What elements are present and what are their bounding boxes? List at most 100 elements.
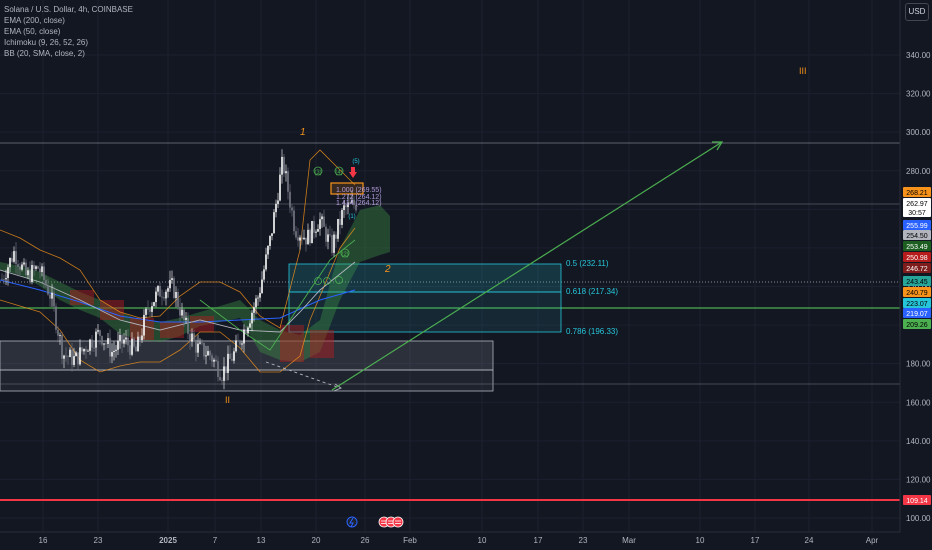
legend-bb[interactable]: BB (20, SMA, close, 2) xyxy=(4,49,85,58)
candle-body xyxy=(85,348,87,352)
candle-body xyxy=(349,202,351,204)
candle-body xyxy=(225,366,227,373)
y-tick-label: 100.00 xyxy=(906,514,931,523)
candle-body xyxy=(335,234,337,239)
x-tick-label: 10 xyxy=(478,536,487,545)
target-label-2: 1.272 (264.12) xyxy=(336,194,382,201)
candle-body xyxy=(197,343,199,353)
x-tick-label: 16 xyxy=(39,536,48,545)
candle-body xyxy=(299,237,301,241)
candle-body xyxy=(169,279,171,289)
candle-body xyxy=(327,234,329,242)
x-tick-label: Feb xyxy=(403,536,417,545)
subwave-circle xyxy=(323,277,331,285)
candle-body xyxy=(123,339,125,344)
price-label: 262.97 xyxy=(906,201,928,208)
subwave-circle xyxy=(335,276,343,284)
candle-body xyxy=(63,355,65,359)
candle-body xyxy=(159,286,161,297)
price-label: 219.07 xyxy=(906,311,928,318)
legend-ema200[interactable]: EMA (200, close) xyxy=(4,16,65,25)
fib-label: 0.5 (232.11) xyxy=(566,259,609,268)
cloud-red-segment xyxy=(190,316,214,332)
candle-body xyxy=(247,327,249,334)
time-axis[interactable]: 16 23 2025 7 13 20 26 Feb 10 17 23 Mar 10 17 24 Apr xyxy=(0,516,900,545)
candle-body xyxy=(21,264,23,270)
y-tick-label: 160.00 xyxy=(906,398,931,407)
candle-body xyxy=(27,270,29,276)
y-tick-label: 140.00 xyxy=(906,437,931,446)
price-label: 253.49 xyxy=(906,244,928,251)
wave-label-III: III xyxy=(799,66,807,76)
price-label: 109.14 xyxy=(906,498,928,505)
candle-body xyxy=(287,171,289,192)
candle-body xyxy=(239,340,241,345)
candle-body xyxy=(119,334,121,341)
candle-body xyxy=(303,237,305,240)
candle-body xyxy=(57,329,59,336)
candle-body xyxy=(347,202,349,208)
candle-body xyxy=(89,339,91,351)
candle-body xyxy=(345,205,347,208)
legend-symbol[interactable]: Solana / U.S. Dollar, 4h, COINBASE xyxy=(4,5,133,14)
candle-body xyxy=(353,199,355,206)
projection-arrow-head xyxy=(712,141,724,151)
candle-body xyxy=(71,349,73,365)
price-label-bg xyxy=(903,276,931,286)
subwave-circle xyxy=(313,166,323,176)
candle-body xyxy=(137,336,139,352)
price-label: 246.72 xyxy=(906,266,928,273)
candle-body xyxy=(79,347,81,365)
price-label: 250.98 xyxy=(906,255,928,262)
candle-body xyxy=(61,335,63,359)
candle-body xyxy=(307,229,309,245)
candle-body xyxy=(163,297,165,299)
candle-body xyxy=(187,317,189,334)
candle-body xyxy=(35,266,37,269)
lightning-event-icon xyxy=(346,516,358,528)
candle-body xyxy=(51,292,53,299)
subwave-label: (2) xyxy=(341,252,348,258)
candle-body xyxy=(253,307,255,313)
candle-body xyxy=(99,330,101,337)
price-label: 209.26 xyxy=(906,322,928,329)
currency-button[interactable]: USD xyxy=(905,3,929,21)
projection-dashed xyxy=(265,361,341,389)
candle-body xyxy=(317,229,319,232)
candle-body xyxy=(267,245,269,255)
candle-body xyxy=(95,331,97,348)
wave-label-1: 1 xyxy=(300,127,306,138)
price-label-bg xyxy=(903,252,931,262)
candle-body xyxy=(339,218,341,225)
candle-body xyxy=(97,330,99,332)
candle-body xyxy=(133,338,135,347)
candle-body xyxy=(257,297,259,299)
candle-body xyxy=(243,329,245,344)
candle-body xyxy=(129,345,131,355)
legend-ema50[interactable]: EMA (50, close) xyxy=(4,27,61,36)
x-tick-label: 23 xyxy=(94,536,103,545)
x-tick-label: 26 xyxy=(361,536,370,545)
candle-body xyxy=(83,348,85,352)
projection-line xyxy=(331,141,723,391)
target-box xyxy=(330,182,364,195)
candle-body xyxy=(141,335,143,341)
candle-body xyxy=(33,265,35,269)
candle-body xyxy=(109,338,111,357)
candle-body xyxy=(111,351,113,357)
candle-body xyxy=(29,270,31,283)
legend-ichimoku[interactable]: Ichimoku (9, 26, 52, 26) xyxy=(4,38,89,47)
candle-body xyxy=(9,258,11,268)
target-label-3: 1.414 (264.12) xyxy=(336,200,382,207)
x-tick-label: 24 xyxy=(805,536,814,545)
candle-body xyxy=(165,291,167,299)
price-label-bg xyxy=(903,230,931,240)
subwave-circle xyxy=(340,248,350,258)
candle-body xyxy=(305,237,307,245)
candle-body xyxy=(167,288,169,292)
fib-label: 0.786 (196.33) xyxy=(566,327,618,336)
price-axis[interactable]: 100.00120.00140.00160.00180.00200.00220.… xyxy=(899,0,931,532)
candle-body xyxy=(341,209,343,225)
candle-body xyxy=(87,350,89,352)
